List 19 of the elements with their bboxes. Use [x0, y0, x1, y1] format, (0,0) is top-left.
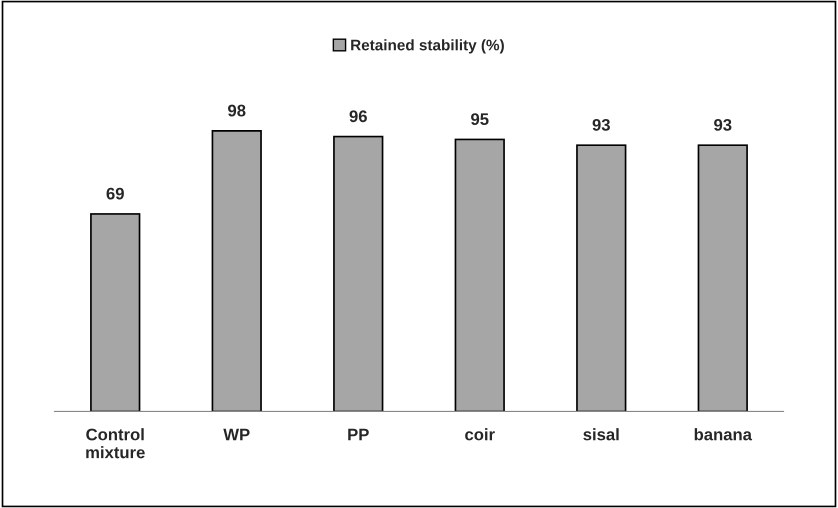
bar — [333, 136, 384, 412]
data-label: 93 — [714, 118, 732, 131]
x-tick-label: Control mixture — [86, 428, 145, 458]
bar — [90, 213, 140, 412]
data-label: 96 — [350, 110, 367, 122]
data-label: 98 — [228, 104, 246, 116]
legend-label: Retained stability (%) — [351, 39, 504, 54]
bar — [454, 138, 505, 412]
x-tick-label: coir — [465, 428, 495, 440]
x-tick-label: PP — [348, 428, 369, 440]
bar — [212, 130, 262, 412]
x-tick-label: sisal — [583, 428, 619, 440]
data-label: 95 — [471, 113, 489, 126]
bar — [698, 144, 748, 412]
data-label: 69 — [106, 188, 124, 200]
x-tick-label: WP — [223, 428, 250, 440]
bar — [576, 144, 626, 412]
x-tick-label: banana — [694, 428, 752, 440]
data-label: 93 — [592, 118, 610, 131]
